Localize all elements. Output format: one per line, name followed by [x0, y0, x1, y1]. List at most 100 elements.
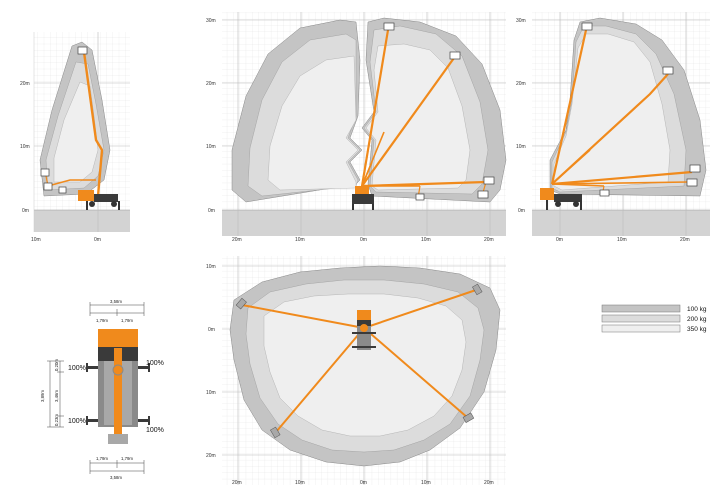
dimension-label: 3,58m — [110, 475, 122, 480]
platform-basket — [686, 178, 698, 187]
boom-arm — [360, 29, 390, 187]
platform-basket — [270, 426, 281, 439]
platform-basket — [599, 189, 610, 197]
outrigger-pad — [148, 363, 150, 372]
dimension-label: 1,79m — [121, 456, 133, 461]
outrigger — [118, 201, 120, 210]
outrigger-load-label: 100% — [68, 418, 86, 425]
legend-label: 100 kg — [687, 306, 707, 313]
boom-arm — [551, 183, 605, 187]
legend-label: 200 kg — [687, 316, 707, 323]
outrigger — [352, 346, 376, 348]
machine-chassis — [352, 194, 374, 204]
side-view-3: 30m 20m 10m 0m 0m 10m 20m — [516, 12, 710, 243]
side-view-2: 30m 20m 10m 0m 20m 10m 0m 10m 20m — [206, 12, 507, 243]
outrigger — [352, 204, 354, 210]
platform-basket — [43, 182, 53, 191]
platform-basket — [58, 186, 67, 194]
y-tick: 30m — [516, 18, 526, 24]
wheel — [573, 201, 579, 207]
y-tick: 10m — [206, 264, 216, 270]
outrigger — [138, 419, 148, 422]
dimension-label: 0,20m — [54, 359, 59, 371]
outrigger-load-label: 100% — [146, 360, 164, 367]
outrigger — [352, 332, 376, 334]
platform-basket — [40, 168, 50, 177]
platform-basket — [483, 176, 495, 185]
y-tick: 10m — [206, 390, 216, 396]
zone-350kg — [53, 81, 99, 183]
platform-basket — [77, 46, 88, 55]
turntable — [360, 324, 368, 332]
x-tick: 10m — [421, 480, 431, 485]
machine-body — [540, 188, 554, 200]
boom-arm — [361, 161, 373, 187]
y-tick: 0m — [22, 208, 29, 214]
y-tick: 20m — [20, 81, 30, 87]
platform-basket — [383, 22, 395, 31]
platform-basket — [415, 193, 425, 201]
y-tick: 10m — [516, 144, 526, 150]
wheel — [89, 201, 95, 207]
outrigger — [138, 366, 148, 369]
y-tick: 10m — [20, 144, 30, 150]
x-tick: 0m — [360, 480, 367, 485]
outrigger — [580, 200, 582, 210]
boom-arm — [550, 29, 588, 185]
ground — [532, 210, 710, 236]
y-tick: 0m — [518, 208, 525, 214]
platform-basket — [472, 283, 483, 296]
x-tick: 0m — [360, 237, 367, 243]
boom-arm — [551, 181, 689, 185]
dimension-label: 0,23m — [54, 414, 59, 426]
platform-basket — [689, 164, 701, 173]
boom-arm — [275, 327, 365, 433]
x-tick: 10m — [421, 237, 431, 243]
zone-350kg — [365, 43, 471, 191]
footprint-view: 3,58m 1,79m 1,79m 100% 100% 100% 100% 3,… — [40, 299, 164, 480]
boom-arm — [114, 348, 122, 436]
x-tick: 10m — [617, 237, 627, 243]
zone-350kg — [263, 293, 467, 437]
turntable — [112, 364, 124, 376]
x-tick: 10m — [295, 237, 305, 243]
machine-cab — [98, 329, 138, 347]
x-tick: 20m — [484, 237, 494, 243]
x-tick: 10m — [31, 237, 41, 243]
legend: 100 kg 200 kg 350 kg — [601, 304, 707, 333]
x-tick: 10m — [295, 480, 305, 485]
platform-basket — [581, 22, 593, 31]
x-tick: 20m — [232, 237, 242, 243]
legend-swatch-100kg — [601, 304, 681, 313]
boom-arm — [241, 304, 365, 329]
boom-arm — [363, 289, 477, 329]
platform-basket — [235, 297, 247, 310]
outrigger — [546, 200, 548, 210]
y-tick: 10m — [206, 144, 216, 150]
zone-350kg — [267, 55, 359, 191]
y-tick: 20m — [516, 81, 526, 87]
machine-cab — [357, 310, 371, 320]
side-view-1: 20m 10m 0m 10m 0m — [20, 32, 130, 243]
machine-deck — [357, 320, 371, 326]
platform-basket — [477, 190, 489, 199]
dimension-label: 1,79m — [96, 318, 108, 323]
boom-arm — [361, 57, 455, 187]
outrigger — [86, 201, 88, 210]
ground — [34, 210, 130, 232]
platform-basket — [449, 51, 461, 60]
wheel — [111, 201, 117, 207]
outrigger-load-label: 100% — [68, 365, 86, 372]
outrigger — [88, 366, 98, 369]
dimension-label: 3,58m — [110, 299, 122, 304]
boom-arm — [47, 179, 96, 187]
outrigger-pad — [86, 416, 88, 425]
y-tick: 20m — [206, 453, 216, 459]
x-tick: 0m — [556, 237, 563, 243]
legend-label: 350 kg — [687, 326, 707, 333]
dimension-label: 1,79m — [96, 456, 108, 461]
machine-turret — [355, 186, 369, 194]
y-tick: 0m — [208, 327, 215, 333]
y-tick: 0m — [208, 208, 215, 214]
x-tick: 20m — [680, 237, 690, 243]
